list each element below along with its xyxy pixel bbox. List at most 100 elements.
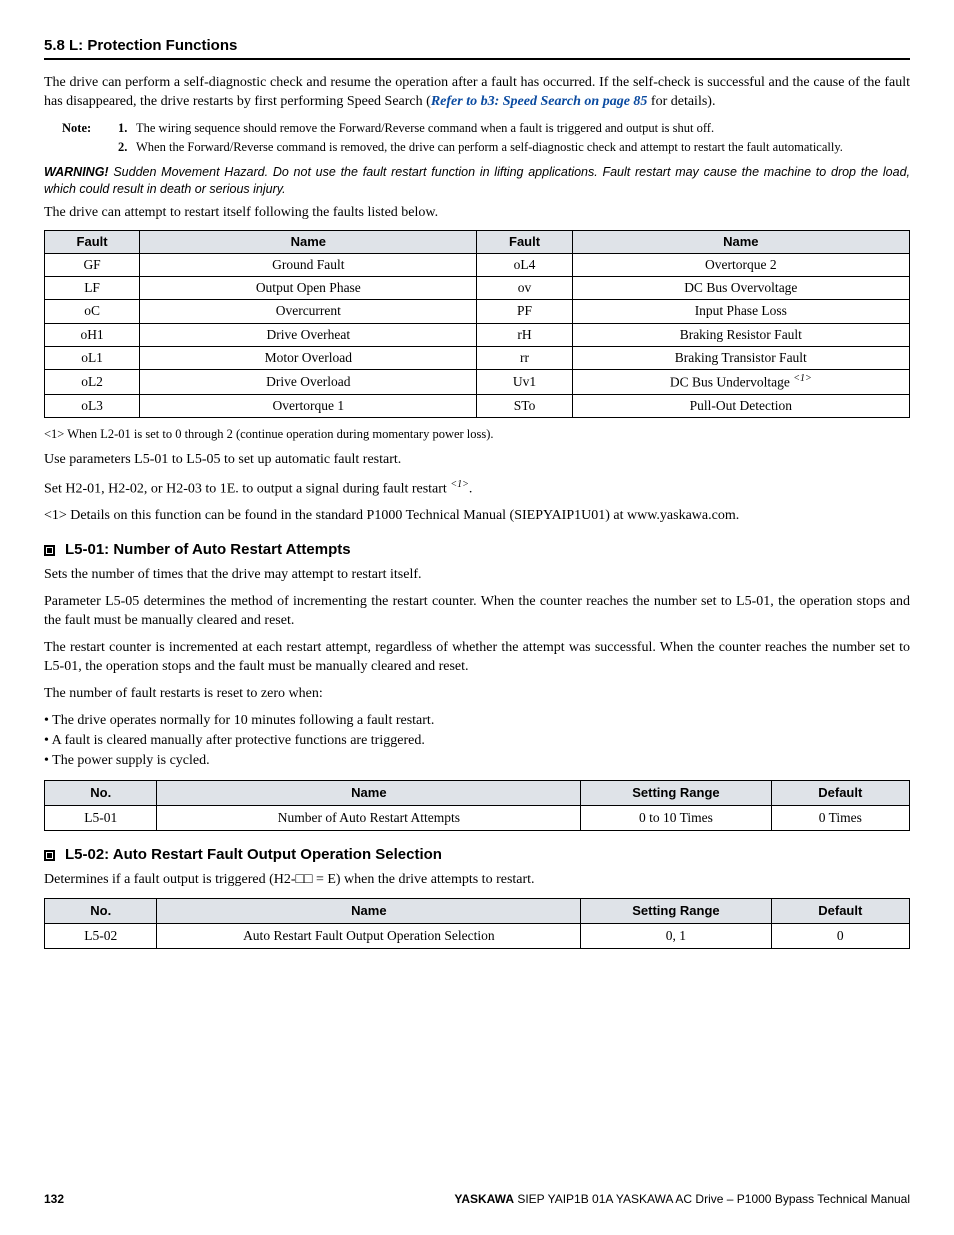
table-cell: oL1 xyxy=(45,346,140,369)
table-cell: Input Phase Loss xyxy=(572,300,909,323)
square-bullet-icon xyxy=(44,545,55,556)
warning-paragraph: WARNING! Sudden Movement Hazard. Do not … xyxy=(44,164,910,198)
subheading-l501: L5-01: Number of Auto Restart Attempts xyxy=(44,540,910,560)
note-item: 2. When the Forward/Reverse command is r… xyxy=(118,139,910,156)
page-number: 132 xyxy=(44,1191,64,1207)
warning-label: WARNING! xyxy=(44,165,109,179)
table-row: oL1Motor OverloadrrBraking Transistor Fa… xyxy=(45,346,910,369)
col-name: Name xyxy=(140,231,477,254)
table-cell: Uv1 xyxy=(477,370,572,395)
l501-p2: Parameter L5-05 determines the method of… xyxy=(44,593,910,631)
table-cell: rH xyxy=(477,323,572,346)
table-cell: oH1 xyxy=(45,323,140,346)
table-footnote: <1> When L2-01 is set to 0 through 2 (co… xyxy=(44,426,910,443)
list-item: A fault is cleared manually after protec… xyxy=(44,732,910,751)
col-name: Name xyxy=(157,781,581,806)
table-cell: STo xyxy=(477,394,572,417)
table-cell: Ground Fault xyxy=(140,253,477,276)
speed-search-link[interactable]: Refer to b3: Speed Search on page 85 xyxy=(431,94,648,109)
col-fault: Fault xyxy=(45,231,140,254)
para-details: <1> Details on this function can be foun… xyxy=(44,507,910,526)
note-num: 1. xyxy=(118,120,136,137)
note-num: 2. xyxy=(118,139,136,156)
l502-param-table: No. Name Setting Range Default L5-02 Aut… xyxy=(44,898,910,949)
cell-name: Number of Auto Restart Attempts xyxy=(157,806,581,831)
table-row: GFGround FaultoL4Overtorque 2 xyxy=(45,253,910,276)
col-no: No. xyxy=(45,899,157,924)
table-cell: Overtorque 1 xyxy=(140,394,477,417)
cell-range: 0, 1 xyxy=(581,923,771,948)
table-cell: Drive Overload xyxy=(140,370,477,395)
para-set-a: Set H2-01, H2-02, or H2-03 to 1E. to out… xyxy=(44,481,450,496)
table-header-row: Fault Name Fault Name xyxy=(45,231,910,254)
cell-no: L5-02 xyxy=(45,923,157,948)
table-header-row: No. Name Setting Range Default xyxy=(45,781,910,806)
col-default: Default xyxy=(771,781,909,806)
l502-p1: Determines if a fault output is triggere… xyxy=(44,871,910,890)
list-item: The drive operates normally for 10 minut… xyxy=(44,712,910,731)
page-footer: 132 YASKAWA SIEP YAIP1B 01A YASKAWA AC D… xyxy=(44,1191,910,1207)
fault-table: Fault Name Fault Name GFGround FaultoL4O… xyxy=(44,230,910,418)
table-row: oL3Overtorque 1SToPull-Out Detection xyxy=(45,394,910,417)
table-cell: oC xyxy=(45,300,140,323)
note-text: When the Forward/Reverse command is remo… xyxy=(136,139,843,156)
footer-brand: YASKAWA xyxy=(454,1192,514,1206)
table-cell: Braking Transistor Fault xyxy=(572,346,909,369)
table-cell: rr xyxy=(477,346,572,369)
subheading-text: L5-02: Auto Restart Fault Output Operati… xyxy=(65,845,442,865)
table-cell: DC Bus Undervoltage <1> xyxy=(572,370,909,395)
section-header: 5.8 L: Protection Functions xyxy=(44,36,910,60)
subheading-l502: L5-02: Auto Restart Fault Output Operati… xyxy=(44,845,910,865)
table-header-row: No. Name Setting Range Default xyxy=(45,899,910,924)
table-cell: LF xyxy=(45,277,140,300)
table-cell: DC Bus Overvoltage xyxy=(572,277,909,300)
cell-default: 0 xyxy=(771,923,909,948)
footer-doc: YASKAWA SIEP YAIP1B 01A YASKAWA AC Drive… xyxy=(454,1191,910,1207)
table-cell: Motor Overload xyxy=(140,346,477,369)
table-cell: Overcurrent xyxy=(140,300,477,323)
cell-name: Auto Restart Fault Output Operation Sele… xyxy=(157,923,581,948)
col-range: Setting Range xyxy=(581,781,771,806)
table-cell: Overtorque 2 xyxy=(572,253,909,276)
table-cell: GF xyxy=(45,253,140,276)
l501-p3: The restart counter is incremented at ea… xyxy=(44,639,910,677)
col-range: Setting Range xyxy=(581,899,771,924)
l501-param-table: No. Name Setting Range Default L5-01 Num… xyxy=(44,780,910,831)
table-row: L5-02 Auto Restart Fault Output Operatio… xyxy=(45,923,910,948)
restart-sentence: The drive can attempt to restart itself … xyxy=(44,204,910,223)
square-bullet-icon xyxy=(44,850,55,861)
col-name: Name xyxy=(572,231,909,254)
col-name: Name xyxy=(157,899,581,924)
para-use: Use parameters L5-01 to L5-05 to set up … xyxy=(44,451,910,470)
table-cell: oL3 xyxy=(45,394,140,417)
table-cell: ov xyxy=(477,277,572,300)
table-cell: oL2 xyxy=(45,370,140,395)
table-row: L5-01 Number of Auto Restart Attempts 0 … xyxy=(45,806,910,831)
intro-paragraph: The drive can perform a self-diagnostic … xyxy=(44,74,910,112)
table-cell: PF xyxy=(477,300,572,323)
table-cell: Pull-Out Detection xyxy=(572,394,909,417)
para-set: Set H2-01, H2-02, or H2-03 to 1E. to out… xyxy=(44,478,910,500)
table-row: oH1Drive OverheatrHBraking Resistor Faul… xyxy=(45,323,910,346)
para-set-b: . xyxy=(469,481,473,496)
l501-bullets: The drive operates normally for 10 minut… xyxy=(44,712,910,771)
table-cell: Drive Overheat xyxy=(140,323,477,346)
table-row: LFOutput Open PhaseovDC Bus Overvoltage xyxy=(45,277,910,300)
warning-text: Sudden Movement Hazard. Do not use the f… xyxy=(44,165,910,196)
table-cell: Braking Resistor Fault xyxy=(572,323,909,346)
table-row: oCOvercurrentPFInput Phase Loss xyxy=(45,300,910,323)
footnote-sup: <1> xyxy=(793,373,812,384)
list-item: The power supply is cycled. xyxy=(44,752,910,771)
l501-p4: The number of fault restarts is reset to… xyxy=(44,685,910,704)
subheading-text: L5-01: Number of Auto Restart Attempts xyxy=(65,540,351,560)
col-default: Default xyxy=(771,899,909,924)
table-cell: oL4 xyxy=(477,253,572,276)
cell-range: 0 to 10 Times xyxy=(581,806,771,831)
note-text: The wiring sequence should remove the Fo… xyxy=(136,120,714,137)
l501-p1: Sets the number of times that the drive … xyxy=(44,566,910,585)
note-item: 1. The wiring sequence should remove the… xyxy=(118,120,910,137)
cell-no: L5-01 xyxy=(45,806,157,831)
note-label: Note: xyxy=(62,120,118,158)
col-fault: Fault xyxy=(477,231,572,254)
col-no: No. xyxy=(45,781,157,806)
